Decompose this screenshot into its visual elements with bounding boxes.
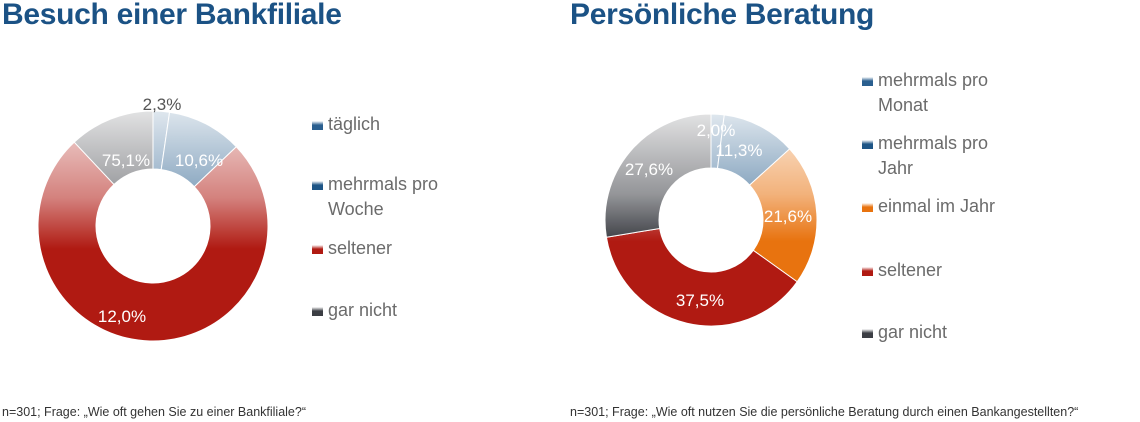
donut-chart-bankfiliale: 2,3% 10,6% 75,1% 12,0%: [37, 95, 269, 342]
legend-label: gar nicht: [328, 300, 398, 320]
chart-title-beratung: Persönliche Beratung: [570, 0, 875, 31]
donut-highlight: [37, 111, 268, 341]
legend-item-seltener: seltener: [312, 236, 392, 261]
legend-swatch: [862, 267, 873, 276]
legend-item-mehrmals-pro-woche: mehrmals pro Woche: [312, 172, 438, 222]
legend-label: gar nicht: [878, 322, 948, 342]
legend-swatch: [862, 203, 873, 212]
legend-item-seltener: seltener: [862, 258, 942, 283]
legend-bankfiliale: täglich mehrmals pro Woche seltener gar nic…: [312, 0, 532, 370]
legend-swatch: [312, 245, 323, 254]
data-label-mehrmals-pro-woche: 10,6%: [175, 151, 223, 170]
legend-label: mehrmals pro Woche: [328, 174, 439, 219]
legend-label: mehrmals pro Jahr: [878, 133, 989, 178]
legend-label: mehrmals pro Monat: [878, 70, 989, 115]
legend-swatch: [862, 140, 873, 149]
data-label-taeglich: 2,3%: [143, 95, 182, 114]
legend-label: seltener: [878, 260, 943, 280]
legend-item-mehrmals-pro-jahr: mehrmals pro Jahr: [862, 131, 988, 181]
legend-label: einmal im Jahr: [878, 196, 996, 216]
data-label-gar-nicht: 27,6%: [625, 160, 673, 179]
data-label-gar-nicht: 12,0%: [98, 307, 146, 326]
donut-chart-beratung: 2,0%11,3% 21,6% 37,5% 27,6%: [604, 113, 818, 327]
data-label-seltener: 75,1%: [102, 151, 150, 170]
legend-item-einmal-im-jahr: einmal im Jahr: [862, 194, 995, 219]
legend-swatch: [862, 329, 873, 338]
data-label-einmal-im-jahr: 21,6%: [764, 207, 812, 226]
legend-beratung: mehrmals pro Monat mehrmals pro Jahr einma…: [862, 0, 1102, 370]
legend-item-gar-nicht: gar nicht: [862, 320, 947, 345]
legend-swatch: [312, 181, 323, 190]
legend-swatch: [862, 77, 873, 86]
legend-item-taeglich: täglich: [312, 112, 380, 137]
legend-label: täglich: [328, 114, 381, 134]
data-label-seltener: 37,5%: [676, 291, 724, 310]
footnote-beratung: n=301; Frage: „Wie oft nutzen Sie die pe…: [570, 405, 1079, 419]
legend-swatch: [312, 307, 323, 316]
legend-item-gar-nicht: gar nicht: [312, 298, 397, 323]
donut-highlight: [604, 114, 817, 327]
data-label-mehrmals-pro-jahr: 11,3%: [716, 141, 763, 160]
footnote-bankfiliale: n=301; Frage: „Wie oft gehen Sie zu eine…: [2, 405, 306, 419]
chart-title-bankfiliale: Besuch einer Bankfiliale: [2, 0, 342, 31]
data-label-mehrmals-pro-monat: 2,0%: [697, 121, 736, 140]
legend-label: seltener: [328, 238, 393, 258]
legend-item-mehrmals-pro-monat: mehrmals pro Monat: [862, 68, 988, 118]
legend-swatch: [312, 121, 323, 130]
